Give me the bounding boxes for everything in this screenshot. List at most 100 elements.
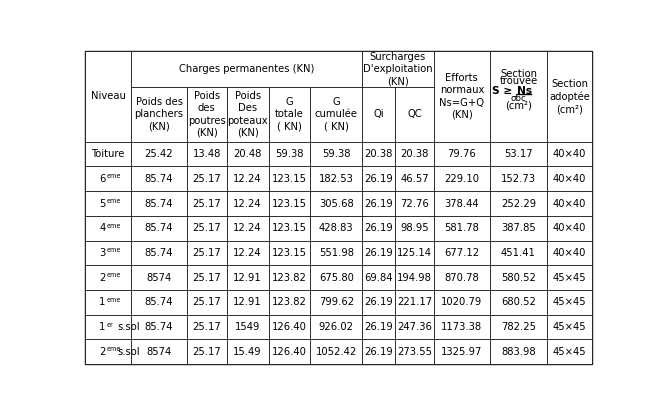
Text: 12.91: 12.91 bbox=[233, 298, 262, 307]
Bar bbox=[132, 142, 187, 166]
Bar bbox=[434, 240, 490, 266]
Text: eme: eme bbox=[106, 247, 120, 254]
Text: 26.19: 26.19 bbox=[364, 248, 393, 258]
Text: 123.82: 123.82 bbox=[272, 273, 307, 283]
Text: 5: 5 bbox=[99, 199, 106, 208]
Bar bbox=[268, 240, 311, 266]
Text: 273.55: 273.55 bbox=[397, 347, 432, 357]
Bar bbox=[268, 166, 311, 191]
Bar bbox=[268, 315, 311, 339]
Bar bbox=[187, 166, 227, 191]
Bar bbox=[187, 339, 227, 364]
Bar bbox=[311, 191, 362, 216]
Bar bbox=[85, 290, 132, 315]
Text: 59.38: 59.38 bbox=[275, 149, 304, 159]
Text: 581.78: 581.78 bbox=[444, 223, 479, 233]
Text: 40×40: 40×40 bbox=[553, 199, 586, 208]
Text: 15.49: 15.49 bbox=[233, 347, 262, 357]
Text: 305.68: 305.68 bbox=[319, 199, 354, 208]
Text: G
cumulée
( KN): G cumulée ( KN) bbox=[315, 97, 358, 132]
Text: 85.74: 85.74 bbox=[145, 298, 173, 307]
Text: 8574: 8574 bbox=[147, 347, 172, 357]
Text: Poids
des
poutres
(KN): Poids des poutres (KN) bbox=[188, 91, 225, 138]
Text: 870.78: 870.78 bbox=[444, 273, 479, 283]
Text: 25.42: 25.42 bbox=[145, 149, 173, 159]
Text: Section
adoptée
(cm²): Section adoptée (cm²) bbox=[549, 79, 590, 114]
Text: 428.83: 428.83 bbox=[319, 223, 354, 233]
Text: 25.17: 25.17 bbox=[192, 223, 221, 233]
Text: 26.19: 26.19 bbox=[364, 199, 393, 208]
Bar bbox=[395, 216, 434, 240]
Text: 2: 2 bbox=[99, 347, 106, 357]
Text: 25.17: 25.17 bbox=[192, 298, 221, 307]
Text: 926.02: 926.02 bbox=[319, 322, 354, 332]
Bar bbox=[434, 191, 490, 216]
Bar bbox=[547, 191, 592, 216]
Bar bbox=[395, 142, 434, 166]
Bar bbox=[547, 51, 592, 142]
Text: 40×40: 40×40 bbox=[553, 174, 586, 184]
Bar bbox=[227, 142, 268, 166]
Text: 25.17: 25.17 bbox=[192, 322, 221, 332]
Bar bbox=[268, 87, 311, 142]
Text: 8574: 8574 bbox=[147, 273, 172, 283]
Text: 40×40: 40×40 bbox=[553, 248, 586, 258]
Text: 1325.97: 1325.97 bbox=[441, 347, 483, 357]
Text: 1: 1 bbox=[99, 298, 106, 307]
Bar bbox=[311, 166, 362, 191]
Bar bbox=[434, 315, 490, 339]
Text: 25.17: 25.17 bbox=[192, 174, 221, 184]
Bar bbox=[268, 339, 311, 364]
Bar bbox=[490, 266, 547, 290]
Bar bbox=[187, 315, 227, 339]
Text: 1052.42: 1052.42 bbox=[316, 347, 357, 357]
Text: 1: 1 bbox=[99, 322, 106, 332]
Text: 26.19: 26.19 bbox=[364, 223, 393, 233]
Text: 98.95: 98.95 bbox=[400, 223, 429, 233]
Text: 46.57: 46.57 bbox=[400, 174, 429, 184]
Text: 125.14: 125.14 bbox=[397, 248, 432, 258]
Text: 45×45: 45×45 bbox=[553, 298, 586, 307]
Bar bbox=[187, 240, 227, 266]
Text: 194.98: 194.98 bbox=[397, 273, 432, 283]
Text: trouvée: trouvée bbox=[499, 76, 537, 86]
Text: 25.17: 25.17 bbox=[192, 273, 221, 283]
Bar bbox=[85, 216, 132, 240]
Bar bbox=[227, 290, 268, 315]
Text: Efforts
normaux
Ns=G+Q
(KN): Efforts normaux Ns=G+Q (KN) bbox=[440, 73, 485, 120]
Text: 12.24: 12.24 bbox=[233, 199, 262, 208]
Text: 1549: 1549 bbox=[235, 322, 260, 332]
Text: 4: 4 bbox=[99, 223, 106, 233]
Text: 799.62: 799.62 bbox=[319, 298, 354, 307]
Text: S ≥: S ≥ bbox=[492, 85, 516, 96]
Bar bbox=[547, 339, 592, 364]
Text: Surcharges
D'exploitation
(KN): Surcharges D'exploitation (KN) bbox=[363, 51, 433, 86]
Bar bbox=[187, 290, 227, 315]
Text: er: er bbox=[106, 321, 113, 328]
Bar bbox=[187, 142, 227, 166]
Text: 45×45: 45×45 bbox=[553, 273, 586, 283]
Bar bbox=[547, 290, 592, 315]
Text: 26.19: 26.19 bbox=[364, 322, 393, 332]
Bar bbox=[187, 191, 227, 216]
Bar bbox=[362, 51, 434, 87]
Text: 45×45: 45×45 bbox=[553, 347, 586, 357]
Bar bbox=[311, 266, 362, 290]
Bar bbox=[311, 216, 362, 240]
Text: 1173.38: 1173.38 bbox=[442, 322, 483, 332]
Bar bbox=[187, 87, 227, 142]
Text: 2: 2 bbox=[99, 273, 106, 283]
Bar bbox=[85, 240, 132, 266]
Bar bbox=[434, 216, 490, 240]
Bar bbox=[268, 142, 311, 166]
Text: 72.76: 72.76 bbox=[400, 199, 429, 208]
Text: Toiture: Toiture bbox=[92, 149, 125, 159]
Bar bbox=[85, 315, 132, 339]
Bar bbox=[227, 339, 268, 364]
Text: Poids
Des
poteaux
(KN): Poids Des poteaux (KN) bbox=[227, 91, 268, 138]
Bar bbox=[85, 339, 132, 364]
Text: 85.74: 85.74 bbox=[145, 223, 173, 233]
Bar bbox=[362, 142, 395, 166]
Bar bbox=[132, 266, 187, 290]
Text: eme: eme bbox=[106, 223, 120, 229]
